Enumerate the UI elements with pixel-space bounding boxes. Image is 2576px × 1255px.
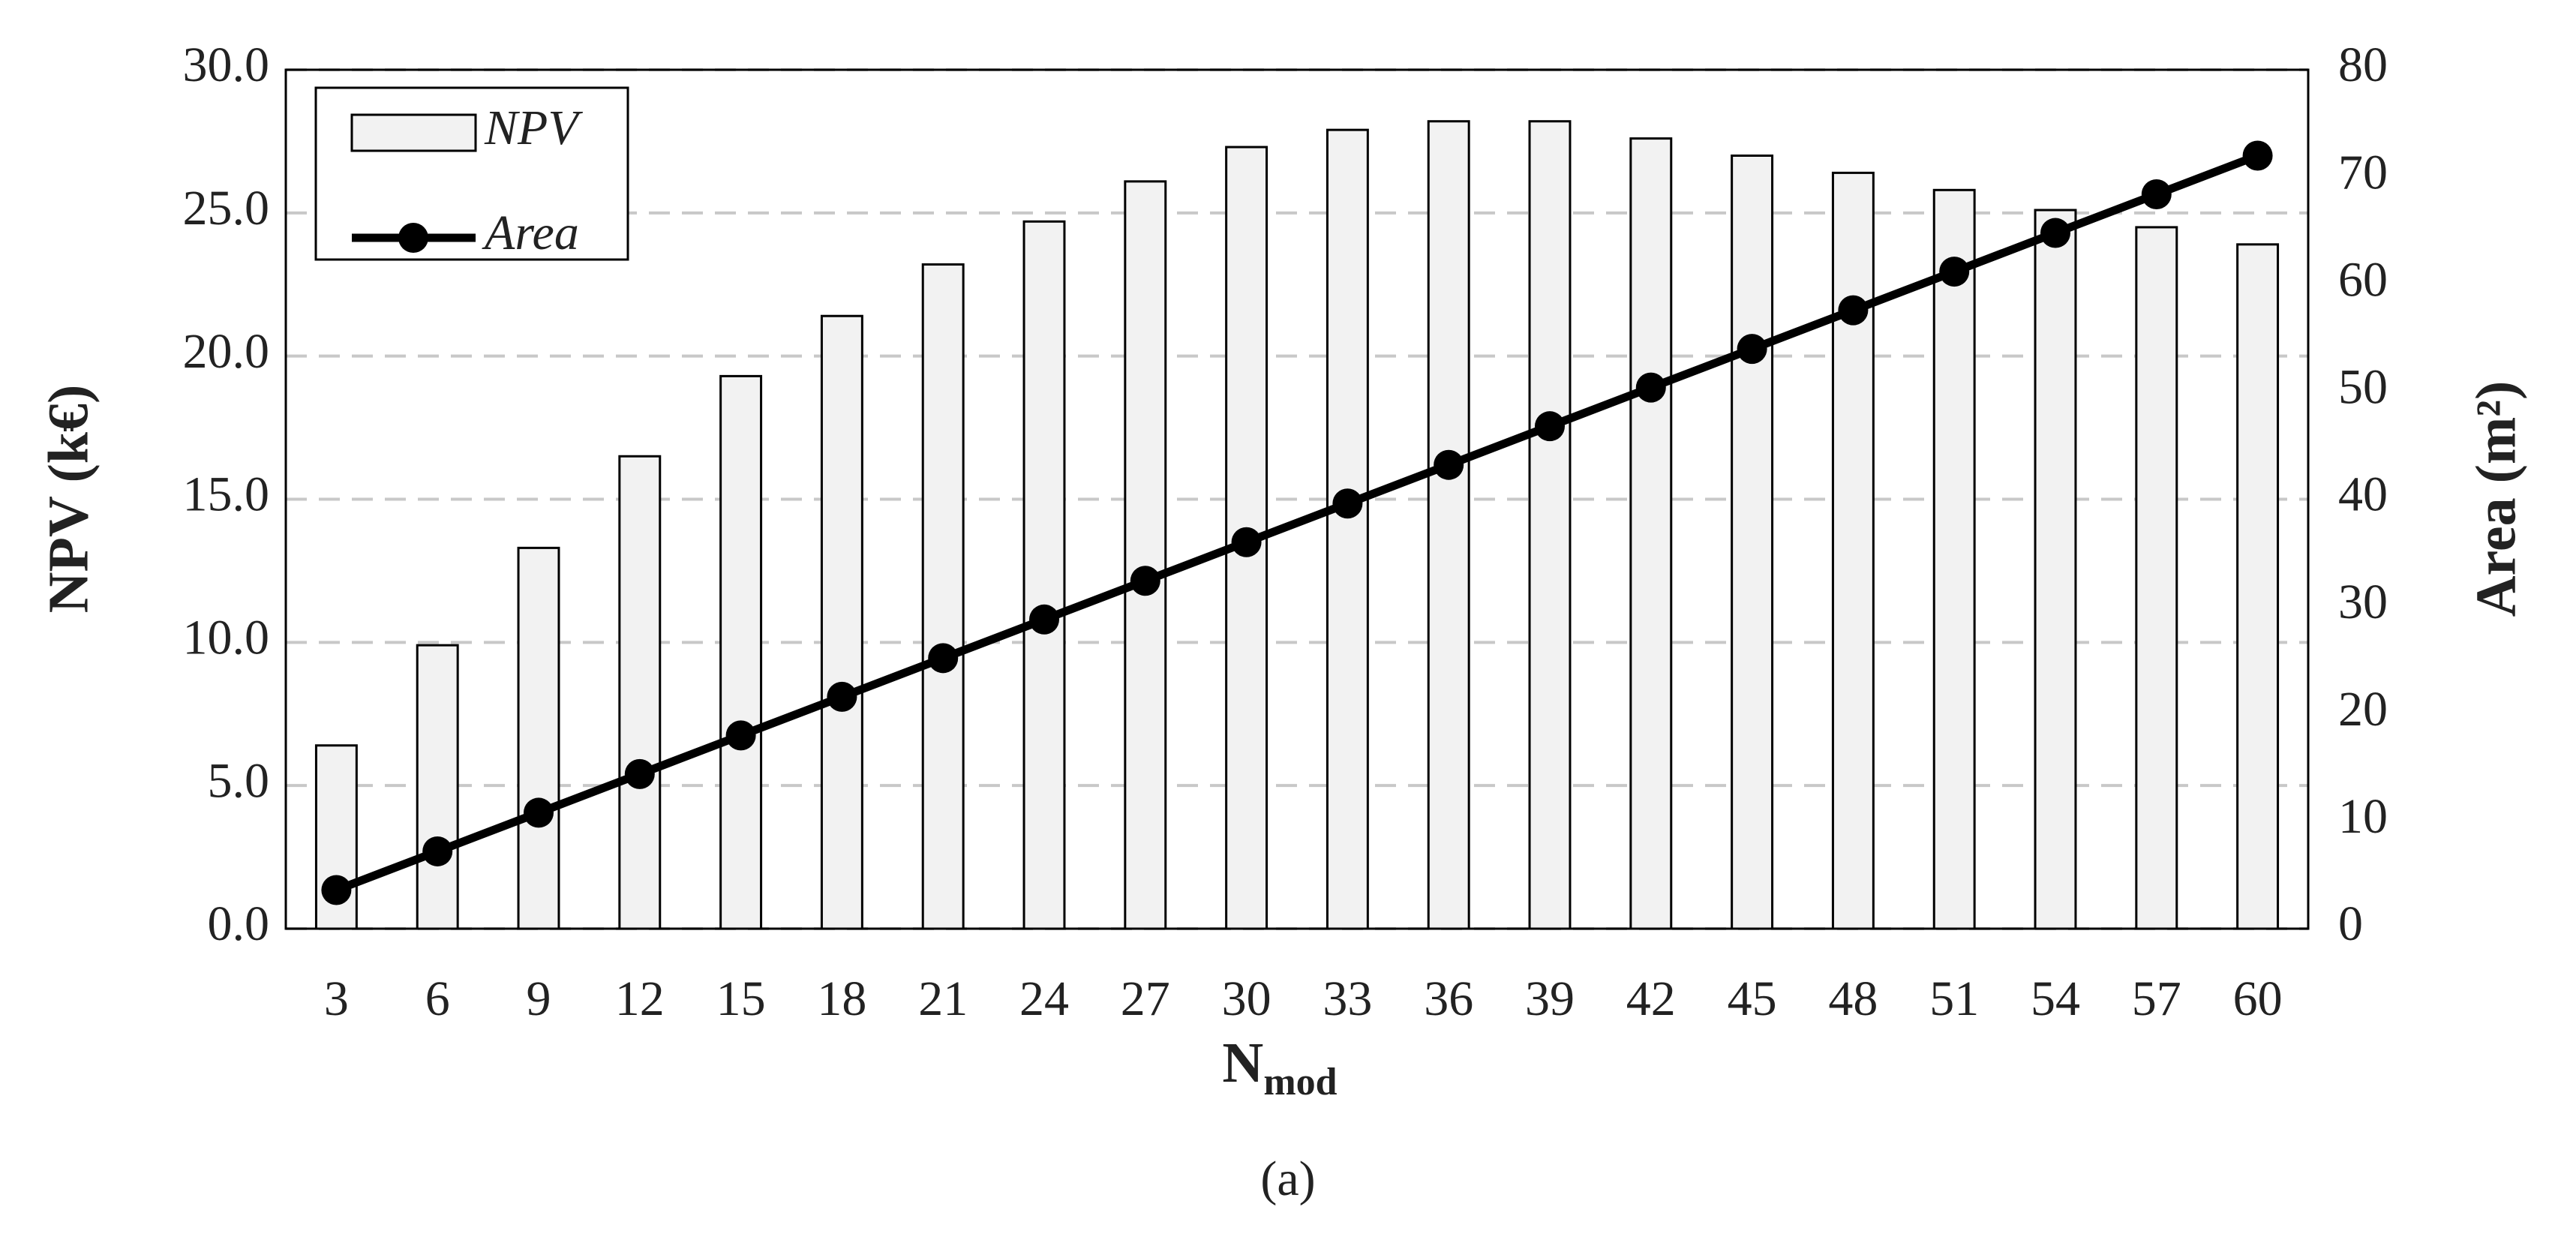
bar [1124, 180, 1167, 930]
y2-tick-label: 40 [2338, 467, 2388, 522]
marker [1635, 372, 1666, 403]
y-tick-label: 15.0 [183, 467, 270, 522]
marker [725, 720, 756, 751]
y2-tick-label: 50 [2338, 360, 2388, 415]
caption: (a) [1260, 1151, 1315, 1206]
x-tick-label: 60 [2233, 971, 2283, 1026]
marker [1535, 411, 1565, 442]
bar [719, 374, 763, 930]
bar [1427, 120, 1470, 930]
marker [422, 836, 453, 866]
bar [1528, 120, 1572, 930]
x-tick-label: 33 [1323, 971, 1372, 1026]
marker [624, 758, 655, 789]
legend-marker [398, 223, 428, 253]
y-tick-label: 25.0 [183, 181, 270, 236]
x-tick-label: 9 [527, 971, 551, 1026]
bar [2034, 209, 2077, 930]
x-tick-label: 57 [2132, 971, 2181, 1026]
bar [1629, 137, 1673, 930]
y-axis-label: NPV (k€) [37, 385, 100, 614]
y2-tick-label: 30 [2338, 575, 2388, 629]
bar [2135, 226, 2178, 930]
y2-tick-label: 70 [2338, 145, 2388, 200]
marker [321, 875, 352, 905]
marker [524, 797, 554, 828]
marker [2141, 179, 2172, 210]
bar [1731, 155, 1774, 930]
y-tick-label: 0.0 [208, 896, 270, 951]
y-tick-label: 30.0 [183, 38, 270, 92]
bar [921, 263, 965, 930]
bar [1326, 128, 1369, 930]
x-tick-label: 24 [1019, 971, 1069, 1026]
marker [1939, 257, 1970, 287]
y2-tick-label: 20 [2338, 682, 2388, 737]
y-tick-label: 20.0 [183, 324, 270, 379]
legend-label: Area [482, 206, 579, 260]
y-tick-label: 10.0 [183, 610, 270, 665]
x-tick-label: 36 [1424, 971, 1473, 1026]
x-axis-label: Nmod [1222, 1031, 1337, 1103]
legend-label: NPV [484, 101, 583, 155]
marker [2242, 140, 2273, 171]
x-label-subscript: mod [1263, 1061, 1337, 1103]
y2-axis-label: Area (m²) [2464, 381, 2527, 617]
marker [928, 643, 959, 674]
marker [827, 681, 857, 712]
x-tick-label: 51 [1929, 971, 1979, 1026]
x-tick-label: 54 [2031, 971, 2080, 1026]
marker [1029, 604, 1059, 635]
x-tick-label: 42 [1626, 971, 1676, 1026]
y2-tick-label: 0 [2338, 896, 2363, 951]
marker [1737, 334, 1767, 365]
x-tick-label: 45 [1728, 971, 1777, 1026]
x-tick-label: 39 [1525, 971, 1575, 1026]
bar [517, 546, 560, 930]
marker [1231, 527, 1262, 557]
bar [1932, 188, 1976, 930]
x-tick-label: 48 [1828, 971, 1878, 1026]
x-tick-label: 27 [1121, 971, 1170, 1026]
x-label-main: N [1222, 1031, 1263, 1094]
bar [416, 644, 459, 930]
x-tick-label: 18 [817, 971, 866, 1026]
x-tick-label: 30 [1222, 971, 1271, 1026]
bar [2236, 243, 2280, 930]
y-tick-label: 5.0 [208, 753, 270, 808]
x-tick-label: 6 [425, 971, 450, 1026]
x-tick-label: 21 [918, 971, 968, 1026]
bar [820, 314, 863, 930]
y2-tick-label: 10 [2338, 789, 2388, 844]
bar [618, 455, 662, 930]
y2-tick-label: 60 [2338, 252, 2388, 307]
y2-tick-label: 80 [2338, 38, 2388, 92]
legend-swatch [350, 113, 477, 152]
marker [1838, 295, 1869, 326]
x-tick-label: 15 [716, 971, 766, 1026]
marker [2040, 218, 2070, 248]
plot-frame [284, 68, 2310, 930]
bar [1831, 171, 1875, 930]
bar [1022, 220, 1066, 930]
x-tick-label: 3 [324, 971, 349, 1026]
marker [1130, 566, 1160, 596]
line [335, 152, 2259, 894]
x-tick-label: 12 [615, 971, 665, 1026]
marker [1434, 449, 1464, 480]
marker [1332, 488, 1363, 519]
